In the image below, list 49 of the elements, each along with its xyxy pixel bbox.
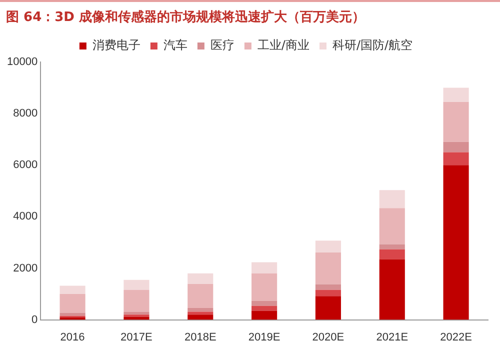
legend-label: 科研/国防/航空 (332, 38, 413, 52)
x-tick-label: 2020E (312, 331, 344, 344)
bar (124, 290, 150, 312)
legend-label: 工业/商业 (257, 38, 310, 52)
bar (315, 290, 341, 296)
chart-title: 图 64：3D 成像和传感器的市场规模将迅速扩大（百万美元） (0, 0, 500, 26)
bar (443, 152, 469, 166)
bar (60, 294, 86, 313)
bar (379, 208, 405, 244)
bar (252, 310, 278, 320)
bar (124, 316, 150, 320)
bar (252, 262, 278, 274)
bar (252, 300, 278, 306)
bar (60, 286, 86, 294)
x-tick-label: 2018E (184, 331, 216, 344)
x-tick-label: 2017E (120, 331, 152, 344)
bar (252, 273, 278, 301)
legend-label: 汽车 (163, 38, 188, 52)
y-tick-label: 0 (31, 314, 38, 326)
bar (315, 252, 341, 284)
bar (188, 273, 214, 284)
bar (379, 259, 405, 320)
bar (379, 244, 405, 250)
bar (252, 306, 278, 311)
y-tick-label: 10000 (6, 56, 38, 68)
x-tick-label: 2021E (376, 331, 408, 344)
x-tick-label: 2022E (440, 331, 472, 344)
bar (315, 296, 341, 320)
x-tick-label: 2016 (60, 331, 85, 344)
bar (443, 142, 469, 152)
bar (443, 102, 469, 142)
legend-label: 医疗 (210, 38, 234, 52)
y-tick-label: 8000 (13, 108, 38, 120)
bar (315, 240, 341, 253)
bar (60, 312, 86, 316)
bar (188, 314, 214, 320)
y-tick-label: 2000 (13, 262, 38, 274)
bar (443, 88, 469, 102)
x-tick-label: 2019E (248, 331, 280, 344)
y-tick-label: 4000 (13, 210, 38, 223)
legend-label: 消费电子 (92, 38, 140, 52)
bar (315, 284, 341, 290)
bar (379, 249, 405, 260)
bar (443, 165, 469, 320)
y-tick-label: 6000 (13, 159, 38, 172)
bar (379, 190, 405, 208)
bar (188, 308, 214, 312)
bar (188, 284, 214, 308)
bar (124, 280, 150, 290)
